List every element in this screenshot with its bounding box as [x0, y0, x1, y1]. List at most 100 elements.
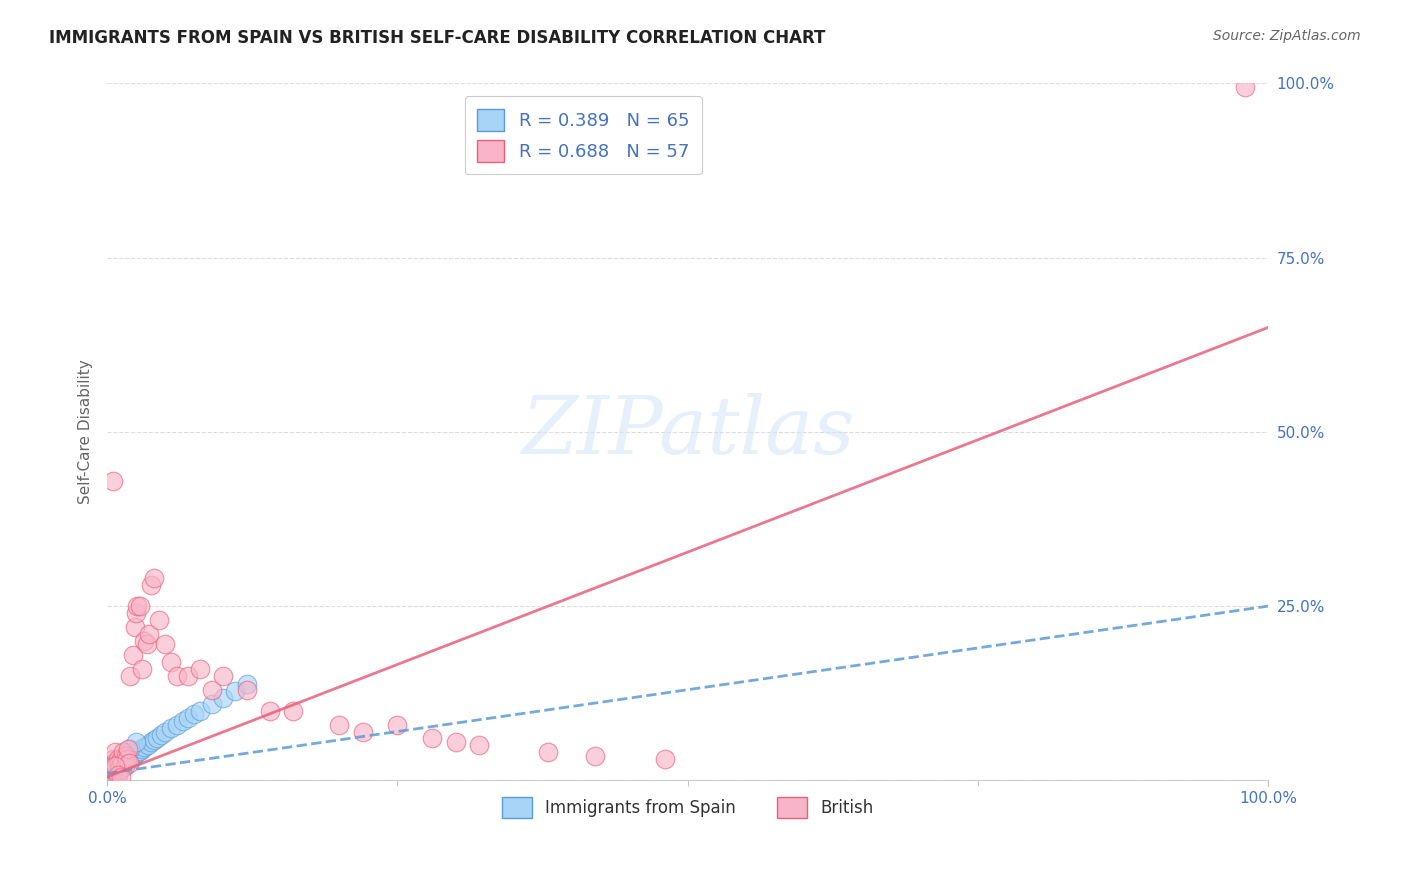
Point: [107, 758, 129, 772]
Point: [155, 724, 177, 739]
Point: [124, 747, 146, 761]
Point: [583, 748, 606, 763]
Point: [136, 739, 159, 753]
Point: [103, 763, 125, 777]
Point: [104, 759, 127, 773]
Point: [115, 746, 138, 760]
Point: [111, 758, 134, 772]
Point: [111, 752, 134, 766]
Point: [117, 742, 139, 756]
Point: [120, 669, 142, 683]
Point: [201, 682, 224, 697]
Point: [100, 763, 122, 777]
Point: [444, 735, 467, 749]
Point: [103, 764, 125, 778]
Point: [110, 770, 132, 784]
Point: [235, 682, 257, 697]
Point: [166, 717, 188, 731]
Point: [654, 752, 676, 766]
Point: [107, 758, 129, 772]
Point: [149, 728, 172, 742]
Point: [212, 691, 235, 706]
Point: [107, 761, 129, 775]
Point: [259, 704, 281, 718]
Point: [131, 742, 153, 756]
Point: [101, 764, 124, 779]
Point: [110, 754, 132, 768]
Point: [105, 759, 128, 773]
Point: [141, 578, 163, 592]
Point: [114, 756, 136, 770]
Point: [128, 744, 150, 758]
Point: [101, 474, 124, 488]
Point: [131, 662, 153, 676]
Point: [114, 752, 136, 766]
Point: [101, 759, 124, 773]
Point: [387, 717, 409, 731]
Point: [118, 751, 141, 765]
Point: [100, 770, 122, 784]
Point: [107, 764, 129, 779]
Point: [101, 768, 124, 782]
Point: [166, 669, 188, 683]
Point: [142, 732, 165, 747]
Point: [110, 753, 132, 767]
Point: [112, 746, 135, 760]
Point: [110, 759, 132, 773]
Point: [105, 758, 128, 772]
Point: [117, 754, 139, 768]
Point: [112, 756, 135, 770]
Point: [177, 710, 200, 724]
Point: [121, 648, 143, 662]
Point: [172, 714, 194, 728]
Point: [224, 684, 246, 698]
Point: [108, 761, 131, 775]
Point: [104, 756, 127, 770]
Point: [101, 764, 124, 779]
Point: [468, 739, 491, 753]
Point: [120, 742, 142, 756]
Point: [104, 746, 127, 760]
Point: [114, 748, 136, 763]
Point: [127, 599, 149, 613]
Point: [188, 662, 211, 676]
Point: [114, 759, 136, 773]
Point: [183, 707, 205, 722]
Point: [146, 731, 169, 746]
Point: [537, 746, 560, 760]
Point: [142, 571, 165, 585]
Text: Source: ZipAtlas.com: Source: ZipAtlas.com: [1213, 29, 1361, 43]
Point: [101, 752, 124, 766]
Point: [127, 746, 149, 760]
Point: [108, 755, 131, 769]
Point: [141, 735, 163, 749]
Point: [104, 764, 127, 779]
Point: [104, 759, 127, 773]
Point: [138, 627, 160, 641]
Point: [121, 748, 143, 763]
Point: [125, 606, 148, 620]
Text: ZIPatlas: ZIPatlas: [522, 393, 855, 471]
Point: [101, 763, 124, 777]
Point: [115, 752, 138, 766]
Point: [121, 751, 143, 765]
Point: [328, 717, 350, 731]
Point: [107, 763, 129, 777]
Point: [111, 756, 134, 770]
Point: [235, 677, 257, 691]
Point: [120, 752, 142, 766]
Point: [110, 752, 132, 766]
Point: [420, 731, 443, 746]
Point: [115, 752, 138, 766]
Point: [101, 768, 124, 782]
Point: [105, 760, 128, 774]
Point: [201, 697, 224, 711]
Text: IMMIGRANTS FROM SPAIN VS BRITISH SELF-CARE DISABILITY CORRELATION CHART: IMMIGRANTS FROM SPAIN VS BRITISH SELF-CA…: [49, 29, 825, 46]
Point: [128, 599, 150, 613]
Point: [104, 762, 127, 776]
Point: [125, 735, 148, 749]
Point: [100, 766, 122, 780]
Point: [108, 759, 131, 773]
Point: [160, 721, 183, 735]
Legend: Immigrants from Spain, British: Immigrants from Spain, British: [495, 790, 880, 824]
